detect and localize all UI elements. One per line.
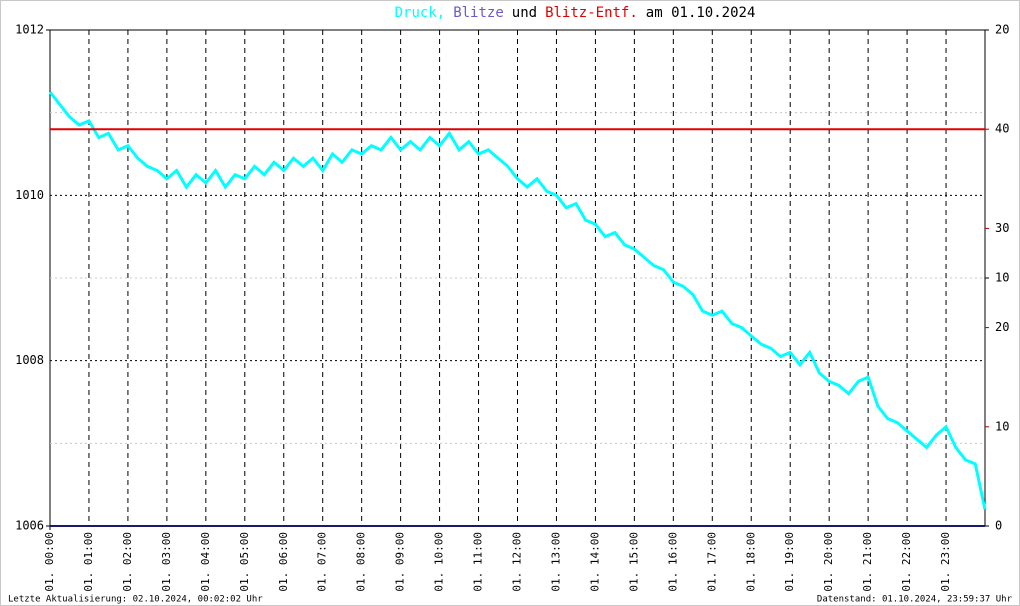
y3-tick-label: 40 bbox=[995, 122, 1009, 136]
x-tick-label: 01. 04:00 bbox=[199, 532, 212, 592]
x-tick-label: 01. 01:00 bbox=[82, 532, 95, 592]
x-tick-label: 01. 22:00 bbox=[900, 532, 913, 592]
footer-right: Datenstand: 01.10.2024, 23:59:37 Uhr bbox=[817, 595, 1013, 605]
x-tick-label: 01. 00:00 bbox=[43, 532, 56, 592]
x-tick-label: 01. 20:00 bbox=[822, 532, 835, 592]
x-tick-label: 01. 09:00 bbox=[394, 532, 407, 592]
y2-tick-label: 0 bbox=[995, 519, 1002, 533]
x-tick-label: 01. 15:00 bbox=[627, 532, 640, 592]
x-tick-label: 01. 03:00 bbox=[160, 532, 173, 592]
x-tick-label: 01. 06:00 bbox=[277, 532, 290, 592]
series-line bbox=[48, 91, 987, 510]
title-part: Druck, bbox=[395, 5, 446, 21]
title-part: und bbox=[512, 5, 537, 21]
x-tick-label: 01. 13:00 bbox=[549, 532, 562, 592]
y3-tick-label: 30 bbox=[995, 221, 1009, 235]
x-tick-label: 01. 19:00 bbox=[783, 532, 796, 592]
x-tick-label: 01. 18:00 bbox=[744, 532, 757, 592]
y-tick-label: 1006 bbox=[15, 519, 44, 533]
footer-left: Letzte Aktualisierung: 02.10.2024, 00:02… bbox=[8, 595, 263, 605]
y2-tick-label: 20 bbox=[995, 23, 1009, 37]
x-tick-label: 01. 16:00 bbox=[666, 532, 679, 592]
x-tick-label: 01. 07:00 bbox=[316, 532, 329, 592]
y-tick-label: 1010 bbox=[15, 188, 44, 202]
y3-tick-label: 10 bbox=[995, 419, 1009, 433]
x-tick-label: 01. 10:00 bbox=[433, 532, 446, 592]
x-tick-label: 01. 21:00 bbox=[861, 532, 874, 592]
x-tick-label: 01. 14:00 bbox=[588, 532, 601, 592]
x-tick-label: 01. 11:00 bbox=[472, 532, 485, 592]
x-tick-label: 01. 08:00 bbox=[355, 532, 368, 592]
x-tick-label: 01. 12:00 bbox=[511, 532, 524, 592]
x-tick-label: 01. 05:00 bbox=[238, 532, 251, 592]
chart-title: Druck, Blitze und Blitz-Entf. am 01.10.2024 bbox=[395, 5, 756, 21]
title-part: Blitz-Entf. bbox=[545, 5, 638, 21]
x-tick-label: 01. 02:00 bbox=[121, 532, 134, 592]
title-part: am 01.10.2024 bbox=[646, 5, 756, 21]
y3-tick-label: 20 bbox=[995, 320, 1009, 334]
y-tick-label: 1012 bbox=[15, 23, 44, 37]
y2-tick-label: 10 bbox=[995, 271, 1009, 285]
y-tick-label: 1008 bbox=[15, 353, 44, 367]
title-part: Blitze bbox=[453, 5, 504, 21]
x-tick-label: 01. 17:00 bbox=[705, 532, 718, 592]
x-tick-label: 01. 23:00 bbox=[939, 532, 952, 592]
